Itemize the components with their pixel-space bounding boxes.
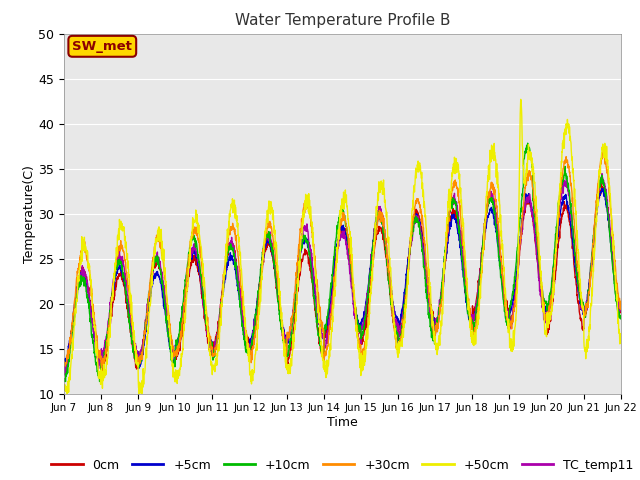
0cm bbox=[617, 310, 625, 315]
+10cm bbox=[61, 379, 69, 384]
X-axis label: Time: Time bbox=[327, 416, 358, 429]
TC_temp11 bbox=[598, 171, 606, 177]
+30cm bbox=[568, 188, 575, 194]
+30cm bbox=[504, 321, 512, 327]
+5cm bbox=[135, 366, 143, 372]
Text: SW_met: SW_met bbox=[72, 40, 132, 53]
0cm bbox=[504, 307, 512, 313]
Line: +50cm: +50cm bbox=[64, 99, 621, 394]
TC_temp11 bbox=[216, 312, 223, 317]
+30cm bbox=[617, 307, 625, 312]
+10cm bbox=[584, 300, 591, 306]
+10cm bbox=[524, 140, 532, 146]
Y-axis label: Temperature(C): Temperature(C) bbox=[22, 165, 35, 263]
+10cm bbox=[371, 225, 379, 230]
+50cm bbox=[371, 233, 379, 239]
Line: 0cm: 0cm bbox=[64, 183, 621, 373]
+5cm bbox=[216, 319, 223, 324]
+10cm bbox=[60, 378, 68, 384]
+50cm bbox=[359, 353, 367, 359]
+10cm bbox=[568, 216, 576, 222]
+5cm bbox=[60, 359, 68, 364]
Title: Water Temperature Profile B: Water Temperature Profile B bbox=[235, 13, 450, 28]
+30cm bbox=[359, 347, 367, 352]
TC_temp11 bbox=[62, 372, 70, 378]
TC_temp11 bbox=[60, 369, 68, 374]
0cm bbox=[60, 357, 68, 363]
0cm bbox=[216, 317, 223, 323]
+5cm bbox=[359, 318, 367, 324]
TC_temp11 bbox=[359, 321, 367, 327]
+10cm bbox=[617, 316, 625, 322]
+50cm bbox=[63, 391, 71, 396]
+50cm bbox=[517, 96, 525, 102]
TC_temp11 bbox=[568, 216, 575, 222]
+5cm bbox=[617, 303, 625, 309]
Legend: 0cm, +5cm, +10cm, +30cm, +50cm, TC_temp11: 0cm, +5cm, +10cm, +30cm, +50cm, TC_temp1… bbox=[46, 454, 639, 477]
0cm bbox=[371, 243, 379, 249]
+30cm bbox=[60, 359, 68, 364]
+30cm bbox=[584, 304, 591, 310]
+10cm bbox=[216, 317, 223, 323]
Line: +5cm: +5cm bbox=[64, 189, 621, 369]
+50cm bbox=[60, 384, 68, 390]
+30cm bbox=[98, 369, 106, 374]
0cm bbox=[359, 337, 367, 343]
0cm bbox=[568, 236, 575, 241]
+50cm bbox=[568, 154, 576, 160]
0cm bbox=[598, 180, 605, 186]
+5cm bbox=[504, 316, 512, 322]
+30cm bbox=[216, 318, 223, 324]
+10cm bbox=[504, 325, 512, 331]
+5cm bbox=[598, 186, 606, 192]
+50cm bbox=[216, 330, 223, 336]
+5cm bbox=[371, 231, 379, 237]
Line: +30cm: +30cm bbox=[64, 147, 621, 372]
+10cm bbox=[359, 331, 367, 337]
TC_temp11 bbox=[584, 299, 591, 304]
+30cm bbox=[371, 243, 379, 249]
Line: +10cm: +10cm bbox=[64, 143, 621, 382]
0cm bbox=[97, 370, 105, 376]
0cm bbox=[584, 300, 591, 305]
+50cm bbox=[617, 338, 625, 344]
+5cm bbox=[584, 297, 591, 303]
TC_temp11 bbox=[371, 224, 379, 230]
+50cm bbox=[504, 330, 512, 336]
+5cm bbox=[568, 228, 575, 234]
TC_temp11 bbox=[617, 304, 625, 310]
+50cm bbox=[584, 340, 591, 346]
+30cm bbox=[600, 144, 608, 150]
TC_temp11 bbox=[504, 308, 512, 314]
Line: TC_temp11: TC_temp11 bbox=[64, 174, 621, 375]
